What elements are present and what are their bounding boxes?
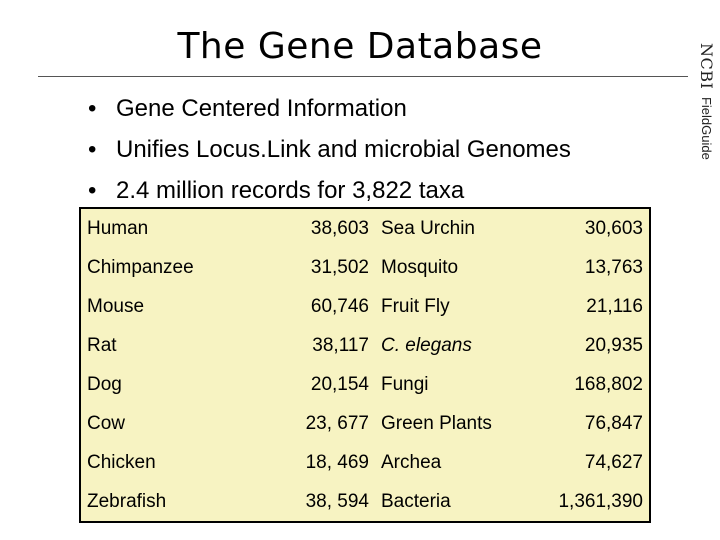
table-row: Zebrafish 38, 594 Bacteria 1,361,390 bbox=[80, 482, 650, 522]
organism-name-cell: Cow bbox=[87, 412, 126, 434]
gene-count-cell: 30,603 bbox=[584, 217, 643, 239]
bullet-text: Unifies Locus.Link and microbial Genomes bbox=[116, 136, 571, 163]
bullet-item: • Gene Centered Information bbox=[88, 88, 571, 129]
organism-name-cell: Chicken bbox=[87, 451, 156, 473]
gene-count-table: Human 38,603 Sea Urchin 30,603 Chimpanzee 31,… bbox=[79, 207, 651, 523]
organism-name-cell: Mouse bbox=[87, 295, 145, 317]
gene-count-cell: 20,154 bbox=[310, 373, 369, 395]
table-row: Dog 20,154 Fungi 168,802 bbox=[80, 365, 650, 404]
bullet-item: • 2.4 million records for 3,822 taxa bbox=[88, 170, 571, 211]
organism-name-cell: Fruit Fly bbox=[381, 295, 450, 317]
gene-count-cell: 38, 594 bbox=[305, 490, 369, 512]
ncbi-fieldguide-logo: NCBI FieldGuide bbox=[697, 43, 716, 160]
organism-name-cell: Bacteria bbox=[381, 490, 451, 512]
organism-name-cell: Green Plants bbox=[381, 412, 492, 434]
slide-title: The Gene Database bbox=[177, 26, 543, 67]
organism-name-cell: Chimpanzee bbox=[87, 256, 194, 278]
organism-name-cell: Mosquito bbox=[381, 256, 459, 278]
bullet-item: • Unifies Locus.Link and microbial Genome… bbox=[88, 129, 571, 170]
bullet-list: • Gene Centered Information • Unifies Locu… bbox=[88, 88, 571, 211]
table-row: Chimpanzee 31,502 Mosquito 13,763 bbox=[80, 248, 650, 287]
gene-count-cell: 38,603 bbox=[310, 217, 369, 239]
gene-count-cell: 168,802 bbox=[574, 373, 643, 395]
table-row: Mouse 60,746 Fruit Fly 21,116 bbox=[80, 287, 650, 326]
gene-count-cell: 60,746 bbox=[310, 295, 369, 317]
gene-count-cell: 74,627 bbox=[584, 451, 643, 473]
gene-count-cell: 38,117 bbox=[312, 334, 369, 356]
table-row: Rat 38,117 C. elegans 20,935 bbox=[80, 326, 650, 365]
organism-name-cell: Dog bbox=[87, 373, 122, 395]
bullet-dot: • bbox=[88, 95, 97, 122]
bullet-dot: • bbox=[88, 136, 97, 163]
organism-name-cell: Archea bbox=[381, 451, 442, 473]
bullet-text: Gene Centered Information bbox=[116, 95, 407, 122]
title-divider bbox=[38, 76, 688, 77]
gene-count-cell: 76,847 bbox=[584, 412, 643, 434]
table-row: Cow 23, 677 Green Plants 76,847 bbox=[80, 404, 650, 443]
organism-name-cell: C. elegans bbox=[381, 334, 472, 356]
gene-count-cell: 31,502 bbox=[310, 256, 369, 278]
gene-count-cell: 21,116 bbox=[586, 295, 643, 317]
ncbi-brand-text: NCBI bbox=[697, 43, 716, 90]
table-row: Chicken 18, 469 Archea 74,627 bbox=[80, 443, 650, 482]
organism-name-cell: Sea Urchin bbox=[381, 217, 475, 239]
table-body: Human 38,603 Sea Urchin 30,603 Chimpanzee 31,… bbox=[80, 208, 650, 522]
bullet-dot: • bbox=[88, 177, 97, 204]
organism-name-cell: Fungi bbox=[381, 373, 429, 395]
gene-count-cell: 23, 677 bbox=[305, 412, 369, 434]
gene-count-cell: 13,763 bbox=[584, 256, 643, 278]
table-row: Human 38,603 Sea Urchin 30,603 bbox=[80, 208, 650, 248]
gene-count-cell: 20,935 bbox=[584, 334, 643, 356]
organism-name-cell: Rat bbox=[87, 334, 117, 356]
bullet-text: 2.4 million records for 3,822 taxa bbox=[116, 177, 465, 204]
fieldguide-brand-text: FieldGuide bbox=[699, 96, 714, 160]
gene-count-cell: 18, 469 bbox=[305, 451, 369, 473]
organism-name-cell: Zebrafish bbox=[87, 490, 167, 512]
organism-name-cell: Human bbox=[87, 217, 149, 239]
gene-count-cell: 1,361,390 bbox=[558, 490, 643, 512]
